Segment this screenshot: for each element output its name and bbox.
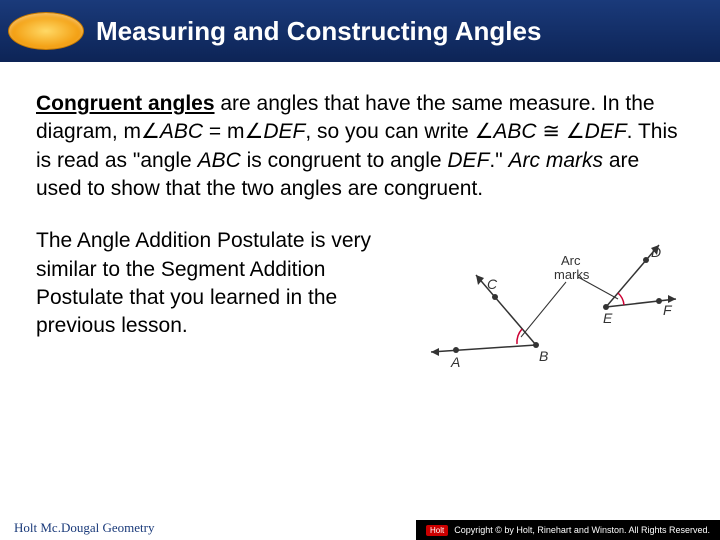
slide-content: Congruent angles are angles that have th…: [0, 62, 720, 377]
point-f: [656, 298, 662, 304]
label-def: DEF: [263, 120, 305, 143]
label-def: DEF: [585, 120, 627, 143]
diagram-label-c: C: [487, 276, 498, 292]
arc-mark-def: [618, 293, 624, 305]
diagram-label-e: E: [603, 310, 613, 326]
congruent-angles-diagram: A B C D E F Arc marks: [421, 227, 681, 377]
angle-symbol: ∠: [566, 120, 585, 143]
paragraph-postulate: The Angle Addition Postulate is very sim…: [36, 227, 406, 340]
ray-bc: [476, 275, 536, 345]
header-tab-icon: [8, 12, 84, 50]
footer-left-text: Holt Mc.Dougal Geometry: [0, 520, 154, 536]
paragraph-congruent: Congruent angles are angles that have th…: [36, 90, 684, 203]
term-arc-marks: Arc marks: [509, 149, 604, 172]
ray-ba: [431, 345, 536, 352]
footer-logo-icon: Holt: [426, 525, 448, 536]
p1-text2: , so you can write: [305, 120, 474, 143]
diagram-label-b: B: [539, 348, 548, 364]
label-abc: ABC: [493, 120, 536, 143]
diagram-label-f: F: [663, 302, 673, 318]
footer-copyright: Holt Copyright © by Holt, Rinehart and W…: [416, 520, 720, 540]
label-abc: ABC: [160, 120, 203, 143]
p1-eq: = m: [203, 120, 244, 143]
angle-symbol: ∠: [141, 120, 160, 143]
angle-abc-group: [431, 275, 536, 356]
row-postulate: The Angle Addition Postulate is very sim…: [36, 227, 684, 377]
diagram-col: A B C D E F Arc marks: [418, 227, 684, 377]
congruent-symbol: ≅: [537, 120, 566, 143]
label-def: DEF: [447, 149, 489, 172]
label-abc: ABC: [198, 149, 241, 172]
point-c: [492, 294, 498, 300]
point-a: [453, 347, 459, 353]
footer-right-text: Copyright © by Holt, Rinehart and Winsto…: [454, 525, 710, 535]
diagram-label-marks: marks: [554, 267, 590, 282]
p1-text5: .": [489, 149, 508, 172]
p1-text4: is congruent to angle: [241, 149, 448, 172]
angle-symbol: ∠: [475, 120, 494, 143]
angle-symbol: ∠: [244, 120, 263, 143]
diagram-label-d: D: [651, 244, 661, 260]
slide-footer: Holt Mc.Dougal Geometry Holt Copyright ©…: [0, 516, 720, 540]
arrowhead-icon: [431, 348, 439, 356]
term-congruent-angles: Congruent angles: [36, 92, 215, 115]
postulate-text-col: The Angle Addition Postulate is very sim…: [36, 227, 406, 377]
point-d: [643, 257, 649, 263]
page-title: Measuring and Constructing Angles: [96, 16, 541, 47]
diagram-label-a: A: [450, 354, 460, 370]
slide-header: Measuring and Constructing Angles: [0, 0, 720, 62]
diagram-label-arc: Arc: [561, 253, 581, 268]
leader-line: [521, 282, 566, 337]
